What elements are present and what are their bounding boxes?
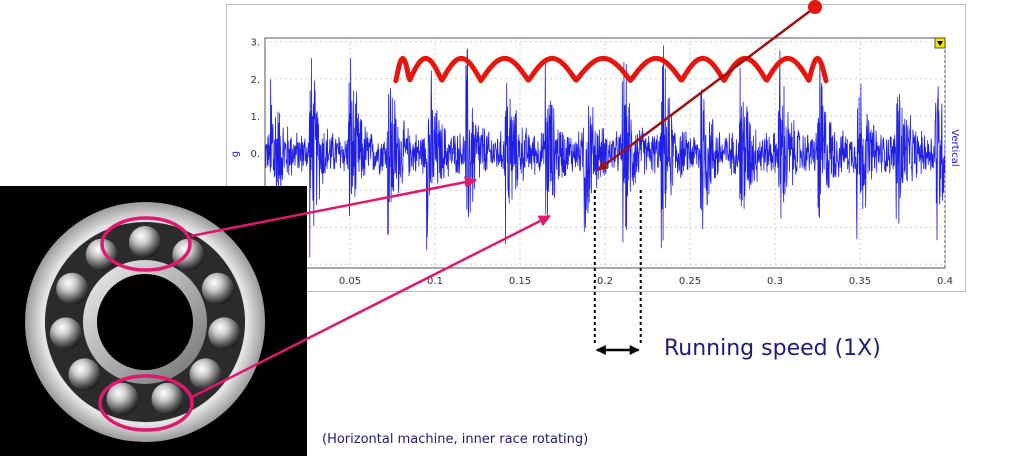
shaft-bore [97, 274, 193, 370]
x-tick-label: 0.3 [767, 276, 783, 287]
bearing-ball [129, 226, 161, 258]
y-tick-label: 0. [250, 149, 260, 160]
signal-layer [265, 45, 945, 258]
right-axis-label: Vertical [949, 129, 960, 166]
y-axis-label: g [230, 151, 241, 157]
dropdown-arrow-icon [937, 41, 943, 46]
bearing-ball [56, 272, 89, 305]
y-tick-label: 1. [250, 112, 260, 123]
bearing-ball [151, 382, 184, 415]
caption-text: (Horizontal machine, inner race rotating… [322, 432, 589, 447]
y-tick-label: 2. [250, 75, 260, 86]
envelope-callout-arrow [597, 7, 815, 171]
vibration-waveform-line [265, 45, 945, 258]
highlight-ellipse-top [100, 216, 192, 272]
x-tick-label: 0.15 [509, 276, 531, 287]
modulation-envelope-line [393, 55, 829, 84]
bearing-ball [201, 272, 234, 305]
highlight-ellipse-bottom [98, 374, 194, 432]
y-tick-label: 3. [250, 38, 260, 49]
running-speed-label: Running speed (1X) [664, 336, 881, 361]
x-tick-label: 0.4 [937, 276, 953, 287]
bearing-ball [68, 358, 101, 391]
x-tick-label: 0.2 [597, 276, 613, 287]
callout-arrow-bottom [189, 214, 551, 400]
envelope-callout-dot [808, 0, 822, 14]
x-tick-label: 0.1 [427, 276, 443, 287]
bearing-ball [208, 317, 241, 350]
bearing-ball [189, 358, 222, 391]
x-tick-label: 0.25 [679, 276, 701, 287]
bearing-ball [49, 317, 82, 350]
x-tick-label: 0.35 [849, 276, 871, 287]
x-tick-label: 0.05 [339, 276, 361, 287]
callout-arrow-top [190, 176, 477, 238]
bearing-balls [49, 226, 241, 415]
ball-bearing-illustration [0, 186, 307, 456]
bearing-ball [85, 238, 118, 271]
bearing-ball [106, 382, 139, 415]
